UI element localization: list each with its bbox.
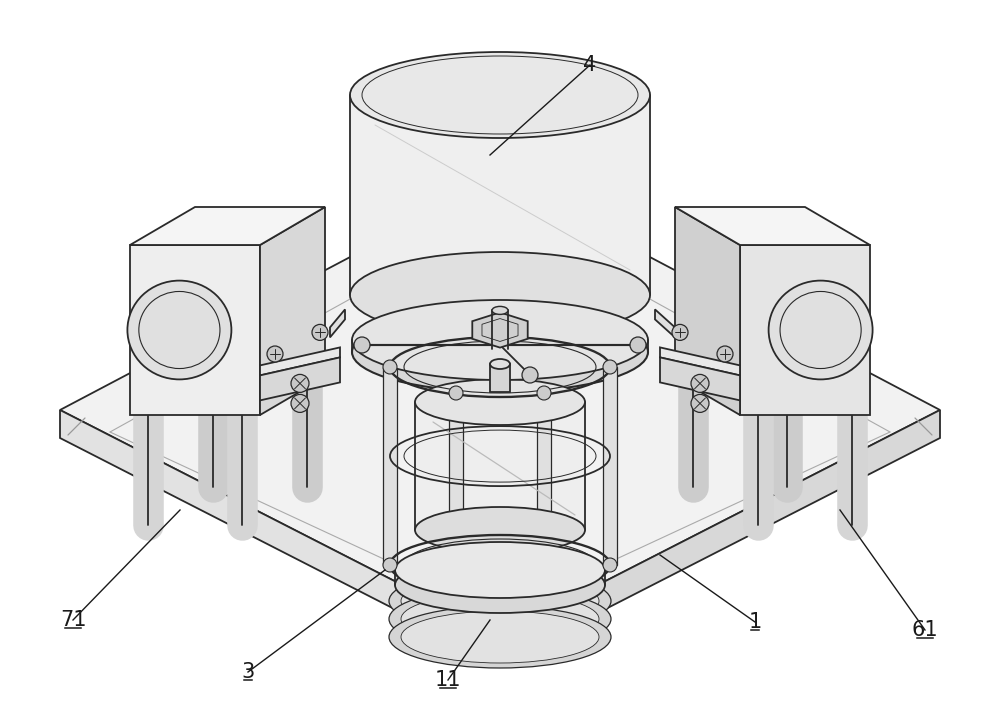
Polygon shape [260, 358, 340, 400]
Polygon shape [675, 207, 740, 415]
Polygon shape [260, 207, 325, 415]
Ellipse shape [401, 575, 599, 627]
Polygon shape [472, 312, 528, 347]
Circle shape [312, 325, 328, 340]
Text: 1: 1 [748, 612, 762, 632]
Polygon shape [60, 410, 500, 663]
Circle shape [383, 558, 397, 572]
Circle shape [291, 395, 309, 413]
Ellipse shape [389, 570, 611, 632]
Polygon shape [655, 310, 675, 337]
Ellipse shape [490, 359, 510, 369]
Ellipse shape [127, 280, 231, 380]
Ellipse shape [352, 312, 648, 392]
Polygon shape [603, 367, 617, 565]
Polygon shape [490, 364, 510, 392]
Polygon shape [330, 310, 345, 337]
Ellipse shape [350, 52, 650, 138]
Ellipse shape [389, 588, 611, 650]
Ellipse shape [401, 611, 599, 663]
Polygon shape [500, 410, 940, 663]
Polygon shape [415, 402, 585, 530]
Circle shape [691, 395, 709, 413]
Text: 71: 71 [60, 610, 86, 630]
Polygon shape [350, 95, 650, 295]
Ellipse shape [769, 280, 873, 380]
Ellipse shape [395, 557, 605, 613]
Ellipse shape [415, 379, 585, 425]
Circle shape [603, 360, 617, 374]
Ellipse shape [352, 300, 648, 380]
Circle shape [691, 375, 709, 393]
Text: 3: 3 [241, 662, 255, 682]
Ellipse shape [492, 307, 508, 315]
Circle shape [603, 558, 617, 572]
Ellipse shape [350, 252, 650, 338]
Polygon shape [130, 245, 260, 415]
Polygon shape [740, 245, 870, 415]
Circle shape [630, 337, 646, 353]
Circle shape [717, 346, 733, 362]
Circle shape [267, 346, 283, 362]
Circle shape [354, 337, 370, 353]
Ellipse shape [389, 606, 611, 668]
Polygon shape [449, 393, 463, 565]
Polygon shape [60, 178, 940, 635]
Text: 61: 61 [912, 620, 938, 640]
Circle shape [537, 386, 551, 400]
Polygon shape [660, 347, 740, 375]
Polygon shape [537, 393, 551, 565]
Circle shape [449, 386, 463, 400]
Polygon shape [660, 358, 740, 400]
Polygon shape [675, 207, 870, 245]
Ellipse shape [415, 507, 585, 553]
Polygon shape [130, 207, 325, 245]
Circle shape [522, 367, 538, 383]
Polygon shape [260, 347, 340, 375]
Circle shape [383, 360, 397, 374]
Text: 4: 4 [583, 55, 597, 75]
Polygon shape [395, 570, 605, 585]
Ellipse shape [401, 593, 599, 645]
Text: 11: 11 [435, 670, 461, 690]
Circle shape [672, 325, 688, 340]
Ellipse shape [395, 542, 605, 598]
Circle shape [291, 375, 309, 393]
Polygon shape [383, 367, 397, 565]
